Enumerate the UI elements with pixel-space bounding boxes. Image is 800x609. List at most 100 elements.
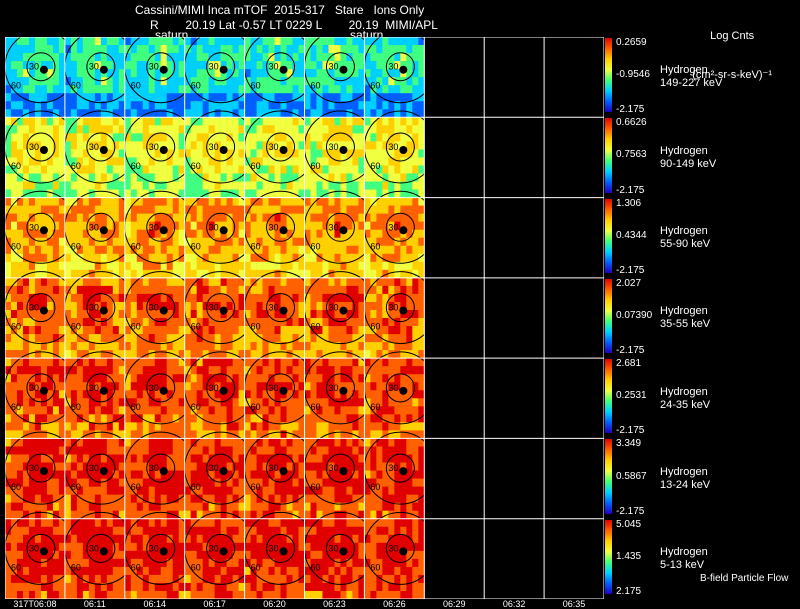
saturn-marker	[399, 386, 408, 395]
contour-label-60: 60	[251, 562, 261, 572]
units-label: Log Cnts (cm²-sr-s-keV)⁻¹	[692, 4, 772, 95]
contour-label-60: 60	[11, 402, 21, 412]
saturn-marker	[399, 145, 408, 154]
image-tile: 30 60	[303, 511, 377, 599]
contour-label-60: 60	[71, 161, 81, 171]
contour-label-60: 60	[311, 402, 321, 412]
band-energy: 149-227 keV	[660, 77, 723, 90]
band-species: Hydrogen	[660, 465, 708, 478]
contour-label-60: 60	[311, 322, 321, 332]
contour-label-30: 30	[29, 142, 39, 152]
contour-ring	[146, 212, 176, 242]
contour-ring	[206, 533, 236, 563]
contour-label-60: 60	[311, 482, 321, 492]
image-tile: 30 60	[363, 190, 437, 279]
contour-label-60: 60	[370, 161, 380, 171]
contour-label-60: 60	[191, 81, 201, 91]
contour-ring	[206, 52, 236, 82]
contour-ring	[385, 132, 415, 162]
contour-label-60: 60	[131, 562, 141, 572]
contour-label-30: 30	[209, 62, 219, 72]
contour-ring	[146, 453, 176, 483]
saturn-marker	[399, 547, 408, 556]
saturn-marker	[339, 306, 348, 315]
image-tile: 30 60	[5, 351, 78, 439]
image-tile: 30 60	[5, 37, 78, 118]
contour-ring	[26, 132, 56, 162]
contour-ring	[146, 373, 176, 403]
contour-label-60: 60	[191, 161, 201, 171]
contour-ring	[266, 293, 296, 323]
colorbar-mid-value: 1.435	[616, 550, 642, 562]
contour-ring	[325, 373, 355, 403]
saturn-marker	[159, 306, 168, 315]
colorbar-mid-value: -0.9546	[616, 69, 650, 81]
saturn-marker	[159, 226, 168, 235]
saturn-marker	[219, 65, 228, 74]
contour-label-60: 60	[370, 81, 380, 91]
band-energy: 24-35 keV	[660, 398, 711, 411]
image-tile: 30 60	[64, 37, 138, 118]
contour-label-60: 60	[131, 402, 141, 412]
contour-label-30: 30	[269, 142, 279, 152]
contour-label-60: 60	[71, 241, 81, 251]
colorbar-row: 5.045 1.435 2.175 Hydrogen 5-13 keV	[605, 519, 800, 596]
contour-label-30: 30	[29, 303, 39, 313]
saturn-marker	[159, 467, 168, 476]
colorbar	[605, 439, 612, 514]
image-tile: 30 60	[363, 511, 437, 599]
image-tile: 30 60	[124, 110, 198, 198]
saturn-marker	[39, 547, 48, 556]
saturn-marker	[279, 226, 288, 235]
contour-label-30: 30	[328, 303, 338, 313]
contour-ring	[385, 293, 415, 323]
band-label: Hydrogen 35-55 keV	[660, 305, 710, 331]
band-energy: 55-90 keV	[660, 238, 711, 251]
saturn-marker	[279, 386, 288, 395]
contour-label-60: 60	[311, 161, 321, 171]
image-tile: 30 60	[363, 37, 437, 118]
contour-label-60: 60	[11, 322, 21, 332]
contour-ring	[325, 453, 355, 483]
time-tick-label: 06:11	[83, 599, 106, 609]
contour-label-60: 60	[311, 241, 321, 251]
contour-ring	[86, 132, 116, 162]
contour-label-60: 60	[71, 402, 81, 412]
contour-ring	[86, 453, 116, 483]
colorbar	[605, 278, 612, 354]
band-label: Hydrogen 149-227 keV	[660, 64, 722, 90]
time-tick-label: 06:20	[263, 599, 286, 609]
contour-label-30: 30	[388, 303, 398, 313]
contour-ring	[266, 373, 296, 403]
time-tick-label: 06:23	[323, 599, 346, 609]
colorbar-min-value: -2.175	[616, 345, 645, 357]
saturn-marker	[159, 145, 168, 154]
contour-ring	[266, 52, 296, 82]
saturn-marker	[339, 467, 348, 476]
image-tile: 30 60	[64, 271, 138, 359]
saturn-marker	[159, 65, 168, 74]
image-tile: 30 60	[303, 271, 377, 359]
plot-title: Cassini/MIMI Inca mTOF 2015-317 Stare Io…	[135, 3, 425, 17]
image-tile: 30 60	[5, 110, 78, 198]
contour-ring	[26, 373, 56, 403]
contour-label-30: 30	[388, 543, 398, 553]
contour-label-30: 30	[149, 303, 159, 313]
image-tile: 30 60	[244, 351, 318, 439]
contour-label-60: 60	[251, 81, 261, 91]
colorbar-max-value: 1.306	[616, 197, 642, 209]
saturn-marker	[39, 306, 48, 315]
contour-label-30: 30	[149, 383, 159, 393]
contour-label-60: 60	[251, 241, 261, 251]
contour-label-60: 60	[11, 161, 21, 171]
saturn-marker	[339, 547, 348, 556]
band-species: Hydrogen	[660, 385, 708, 398]
contour-label-30: 30	[269, 62, 279, 72]
contour-label-60: 60	[370, 482, 380, 492]
orbit-info: R 20.19 Lat -0.57 LT 0229 L 20.19 MIMI/A…	[150, 18, 438, 32]
colorbar-row: 2.681 0.2531 -2.175 Hydrogen 24-35 keV	[605, 359, 800, 436]
contour-label-30: 30	[328, 543, 338, 553]
contour-ring	[266, 132, 296, 162]
contour-label-60: 60	[311, 562, 321, 572]
colorbar-row: 2.027 0.07390 -2.175 Hydrogen 35-55 keV	[605, 278, 800, 357]
